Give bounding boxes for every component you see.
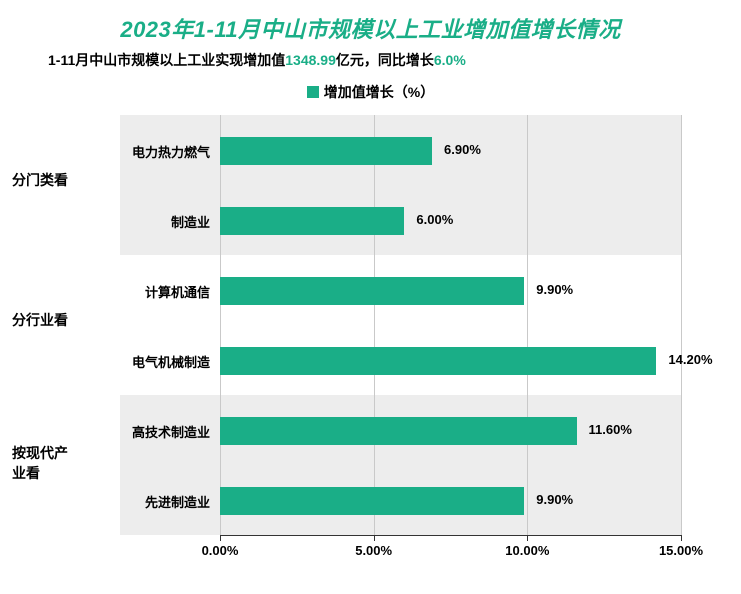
x-axis: 0.00%5.00%10.00%15.00% <box>120 535 681 565</box>
bar-value-label: 6.00% <box>416 212 453 227</box>
bar-category-label: 电力热力燃气 <box>120 142 210 161</box>
x-axis-line <box>220 535 681 536</box>
legend-label: 增加值增长（%） <box>324 84 434 100</box>
group-label: 按现代产 业看 <box>12 443 112 483</box>
gridline <box>374 115 375 535</box>
subtitle-value1: 1348.99 <box>285 52 336 68</box>
x-tick-label: 15.00% <box>659 543 703 558</box>
x-tick <box>220 535 221 541</box>
x-tick-label: 5.00% <box>355 543 392 558</box>
x-tick <box>681 535 682 541</box>
bar-value-label: 9.90% <box>536 492 573 507</box>
bar-category-label: 计算机通信 <box>120 282 210 301</box>
bar <box>220 277 524 305</box>
group-label: 分行业看 <box>12 310 112 330</box>
chart-title: 2023年1-11月中山市规模以上工业增加值增长情况 <box>0 0 741 44</box>
bar-category-label: 先进制造业 <box>120 492 210 511</box>
x-tick-label: 10.00% <box>505 543 549 558</box>
legend: 增加值增长（%） <box>0 70 741 102</box>
gridline <box>220 115 221 535</box>
subtitle-value2: 6.0% <box>434 52 466 68</box>
bar-category-label: 制造业 <box>120 212 210 231</box>
bar-value-label: 11.60% <box>589 422 632 437</box>
x-tick-label: 0.00% <box>202 543 239 558</box>
bar <box>220 207 404 235</box>
bar-value-label: 6.90% <box>444 142 481 157</box>
chart-area: 分门类看分行业看按现代产 业看 电力热力燃气 6.90% 制造业 6.00% 计算机通信 9… <box>0 115 741 535</box>
gridline <box>681 115 682 535</box>
subtitle-unit: 亿元，同比增长 <box>336 52 434 68</box>
group-label: 分门类看 <box>12 170 112 190</box>
bar <box>220 137 432 165</box>
gridline <box>527 115 528 535</box>
chart-subtitle: 1-11月中山市规模以上工业实现增加值1348.99亿元，同比增长6.0% <box>0 44 741 70</box>
bar <box>220 487 524 515</box>
bar-value-label: 9.90% <box>536 282 573 297</box>
subtitle-prefix: 1-11月中山市规模以上工业实现增加值 <box>48 52 285 68</box>
bar <box>220 347 656 375</box>
bar-value-label: 14.20% <box>668 352 712 367</box>
x-tick <box>374 535 375 541</box>
bar-category-label: 电气机械制造 <box>120 352 210 371</box>
bar-category-label: 高技术制造业 <box>120 422 210 441</box>
bar <box>220 417 577 445</box>
legend-marker <box>307 86 319 98</box>
plot: 分门类看分行业看按现代产 业看电力热力燃气6.90%制造业6.00%计算机通信9… <box>120 115 681 535</box>
x-tick <box>527 535 528 541</box>
